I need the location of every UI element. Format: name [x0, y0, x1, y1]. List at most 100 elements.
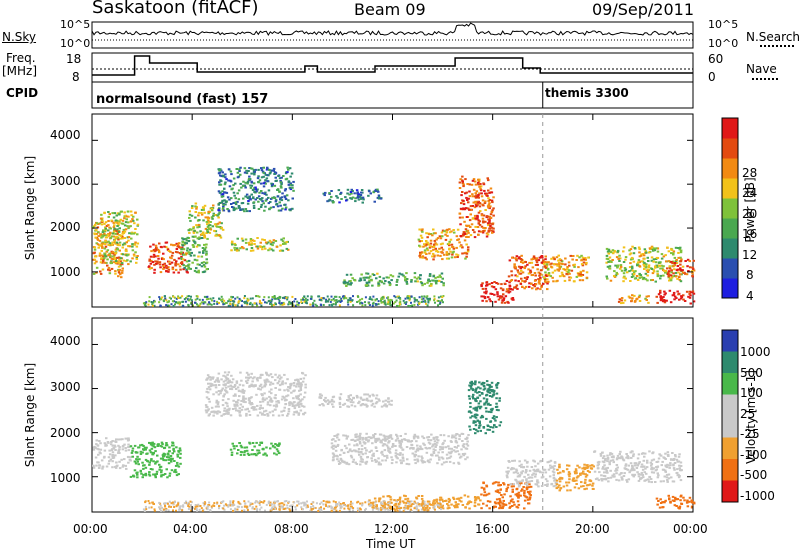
power-cell — [354, 197, 357, 200]
velocity-cell — [280, 376, 283, 379]
power-cbar-tick: 4 — [746, 289, 754, 303]
cpid-mode-1: normalsound (fast) 157 — [96, 92, 269, 107]
velocity-cell — [411, 452, 414, 455]
power-cell — [188, 213, 192, 216]
power-cell — [285, 241, 288, 244]
power-cell — [260, 169, 264, 172]
velocity-cell — [632, 455, 635, 458]
power-cell — [203, 243, 206, 246]
power-cell — [678, 298, 681, 301]
power-cell — [390, 279, 393, 282]
velocity-cell — [520, 463, 523, 466]
power-cell — [543, 261, 546, 263]
velocity-cell — [206, 387, 209, 390]
power-cell — [511, 288, 514, 291]
power-cell — [563, 268, 567, 271]
velocity-cell — [175, 474, 179, 477]
velocity-cell — [260, 386, 264, 389]
power-cell — [223, 187, 226, 190]
velocity-cell — [518, 474, 522, 477]
velocity-cell — [472, 397, 475, 400]
power-cell — [243, 184, 247, 187]
power-cell — [367, 276, 370, 279]
velocity-cell — [284, 382, 287, 385]
velocity-cell — [298, 405, 301, 408]
velocity-ytick: 2000 — [50, 426, 81, 440]
velocity-cell — [630, 450, 634, 453]
power-cell — [213, 229, 216, 232]
power-cell — [620, 299, 623, 302]
power-cell — [634, 247, 637, 250]
power-cell — [504, 295, 508, 298]
velocity-cell — [166, 476, 169, 479]
power-cell — [224, 203, 227, 206]
power-cell — [201, 247, 205, 249]
power-cell — [642, 254, 646, 257]
power-cell — [359, 279, 363, 282]
power-cell — [418, 240, 421, 243]
velocity-cell — [266, 373, 269, 376]
time-tick: 16:00 — [475, 522, 510, 536]
power-cell — [543, 276, 546, 279]
velocity-cell — [520, 482, 523, 485]
velocity-cell — [292, 390, 295, 393]
power-cell — [253, 173, 256, 176]
power-cell — [189, 267, 192, 270]
power-cell — [197, 255, 200, 258]
velocity-cell — [383, 449, 387, 452]
power-cell — [484, 192, 487, 195]
velocity-cell — [677, 476, 681, 479]
time-axis-label: Time UT — [366, 537, 416, 551]
power-cell — [402, 274, 405, 277]
power-cell — [119, 234, 123, 237]
velocity-cell — [244, 401, 247, 404]
velocity-cell — [398, 453, 402, 456]
velocity-cell — [340, 448, 343, 451]
power-cell — [236, 200, 239, 203]
velocity-cell — [388, 447, 392, 450]
velocity-cell — [144, 458, 148, 461]
power-cell — [558, 258, 562, 261]
power-cell — [336, 196, 339, 199]
power-cell — [103, 261, 107, 264]
velocity-cell — [468, 500, 471, 503]
velocity-cell — [141, 476, 144, 479]
power-cell — [165, 264, 168, 267]
velocity-cell — [115, 461, 118, 464]
power-cell — [118, 259, 121, 261]
power-cell — [440, 272, 444, 275]
velocity-cell — [492, 393, 496, 396]
power-cell — [183, 241, 187, 244]
velocity-cell — [125, 467, 128, 470]
power-cell — [291, 207, 294, 210]
velocity-cell — [466, 503, 469, 506]
power-cell — [473, 206, 477, 209]
velocity-cell — [586, 470, 590, 472]
power-cell — [163, 266, 166, 269]
velocity-cell — [381, 453, 384, 456]
velocity-cell — [574, 468, 578, 471]
power-cell — [546, 278, 549, 281]
velocity-cell — [585, 484, 589, 487]
power-cell — [281, 207, 284, 210]
power-cell — [439, 254, 442, 257]
velocity-cell — [370, 399, 374, 402]
power-cell — [162, 252, 165, 255]
power-cell — [463, 233, 466, 235]
power-cell — [112, 226, 116, 229]
velocity-cell — [277, 400, 280, 402]
velocity-cell — [169, 455, 173, 457]
power-cell — [382, 282, 386, 285]
power-cell — [181, 241, 185, 244]
velocity-cell — [490, 389, 494, 392]
velocity-cell — [140, 443, 144, 446]
velocity-cell — [127, 437, 130, 440]
velocity-cell — [631, 466, 634, 469]
power-cell — [515, 284, 519, 287]
velocity-cell — [270, 392, 273, 395]
power-cell — [148, 259, 151, 262]
velocity-cell — [130, 451, 134, 454]
power-cell — [631, 294, 634, 297]
velocity-cell — [176, 453, 179, 456]
velocity-cell — [433, 505, 436, 508]
